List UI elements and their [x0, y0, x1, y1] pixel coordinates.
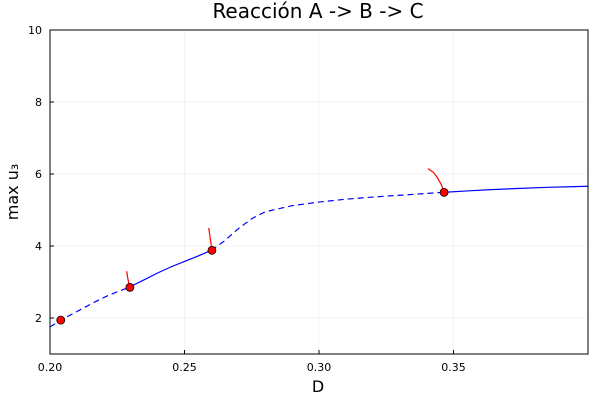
y-tick-label: 6	[35, 168, 42, 181]
y-tick-label: 2	[35, 312, 42, 325]
special-point	[56, 315, 66, 325]
x-tick-label: 0.25	[172, 361, 197, 374]
special-point	[207, 245, 217, 255]
x-tick-label: 0.20	[38, 361, 63, 374]
y-axis-label: max u₃	[3, 164, 22, 221]
special-point	[439, 187, 449, 197]
special-points-layer	[56, 187, 449, 325]
series-line-3	[442, 185, 589, 193]
grid	[49, 29, 588, 354]
x-tick-label: 0.30	[307, 361, 332, 374]
x-tick-label: 0.35	[441, 361, 466, 374]
series-line-1	[127, 249, 212, 289]
y-tick-label: 4	[35, 240, 42, 253]
series-line-2	[211, 191, 443, 251]
chart-title: Reacción A -> B -> C	[212, 0, 423, 23]
special-point	[125, 282, 135, 292]
series-line-6	[427, 168, 445, 193]
x-axis-ticks: 0.20 0.25 0.30 0.35	[38, 350, 466, 374]
y-tick-label: 10	[28, 24, 42, 37]
y-tick-label: 8	[35, 96, 42, 109]
y-axis-ticks: 2 4 6 8 10	[28, 24, 54, 325]
x-axis-label: D	[312, 377, 324, 396]
